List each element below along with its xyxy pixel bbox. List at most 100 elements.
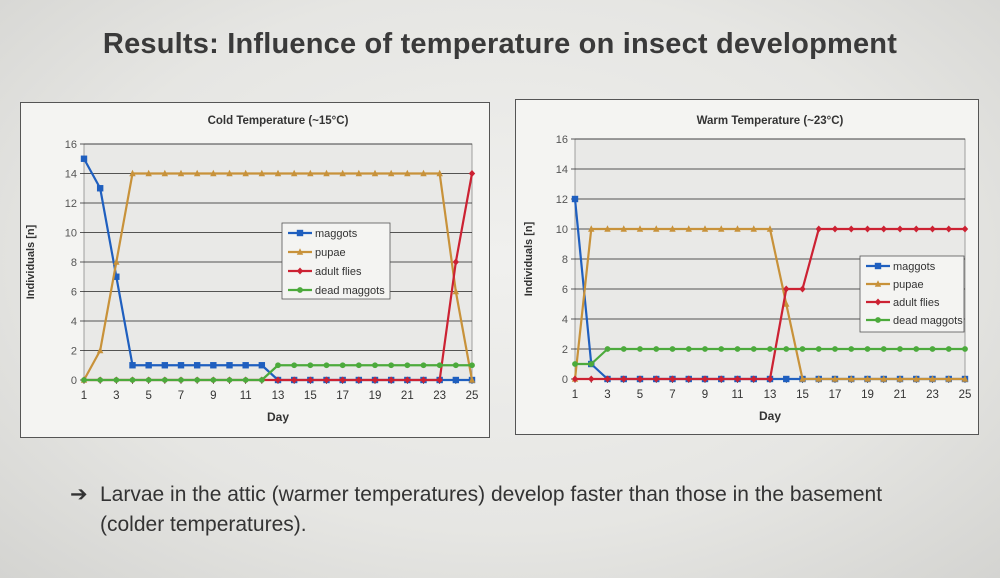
- data-point-maggots: [177, 362, 185, 369]
- data-point-dead-maggots: [420, 362, 427, 369]
- data-point-dead-maggots: [815, 346, 822, 352]
- data-point-maggots: [145, 362, 152, 369]
- legend: maggots pupae adult flies dead maggots: [281, 222, 391, 300]
- legend-label-pupae: pupae: [315, 247, 346, 259]
- data-point-dead-maggots: [653, 346, 660, 352]
- x-tick-label: 3: [604, 389, 610, 401]
- data-point-dead-maggots: [372, 362, 378, 369]
- data-point-dead-maggots: [307, 362, 314, 369]
- data-point-pupae: [766, 225, 774, 232]
- data-point-adult-flies: [404, 376, 411, 384]
- legend-label-pupae: pupae: [893, 279, 924, 291]
- y-axis-label: Individuals [n]: [523, 221, 535, 296]
- data-point-adult-flies: [588, 375, 595, 383]
- data-point-dead-maggots: [226, 377, 233, 383]
- data-point-adult-flies: [896, 225, 904, 233]
- legend-label-adult-flies: adult flies: [315, 266, 362, 278]
- chart-title: Cold Temperature (~15°C): [208, 115, 349, 127]
- x-tick-label: 25: [466, 390, 479, 402]
- data-point-maggots: [783, 375, 790, 383]
- x-axis-label: Day: [267, 410, 289, 424]
- data-point-dead-maggots: [767, 346, 773, 352]
- data-point-pupae: [226, 169, 233, 177]
- x-tick-label: 21: [401, 390, 414, 402]
- data-point-pupae: [145, 169, 152, 177]
- x-tick-label: 21: [894, 389, 907, 401]
- data-point-adult-flies: [685, 375, 692, 383]
- data-point-dead-maggots: [129, 377, 136, 383]
- data-point-maggots: [571, 195, 579, 203]
- data-point-adult-flies: [355, 376, 363, 384]
- legend-label-maggots: maggots: [893, 261, 936, 273]
- data-point-pupae: [339, 169, 346, 177]
- x-tick-label: 15: [796, 389, 809, 401]
- data-point-pupae: [913, 375, 920, 382]
- x-tick-label: 25: [959, 389, 972, 401]
- legend-label-maggots: maggots: [315, 228, 358, 240]
- data-point-pupae: [701, 225, 709, 232]
- data-point-dead-maggots: [848, 346, 855, 352]
- data-point-dead-maggots: [637, 346, 643, 352]
- data-point-adult-flies: [799, 285, 806, 293]
- data-point-pupae: [210, 169, 217, 177]
- data-point-dead-maggots: [404, 362, 411, 369]
- data-point-pupae: [945, 375, 952, 382]
- data-point-dead-maggots: [880, 346, 887, 352]
- series-dead-maggots: [81, 362, 475, 383]
- data-point-pupae: [307, 169, 314, 177]
- data-point-pupae: [420, 169, 427, 177]
- data-point-dead-maggots: [572, 361, 578, 367]
- data-point-adult-flies: [864, 225, 871, 233]
- data-point-pupae: [258, 169, 266, 177]
- data-point-maggots: [258, 362, 266, 369]
- data-point-pupae: [323, 169, 330, 177]
- y-tick-label: 4: [562, 314, 568, 326]
- data-point-pupae: [177, 169, 185, 177]
- y-tick-label: 2: [562, 344, 568, 356]
- data-point-pupae: [242, 169, 249, 177]
- x-tick-label: 17: [829, 389, 842, 401]
- data-point-adult-flies: [669, 375, 676, 383]
- data-point-dead-maggots: [242, 377, 249, 383]
- x-tick-label: 5: [637, 389, 643, 401]
- data-point-pupae: [436, 169, 443, 177]
- data-point-pupae: [604, 225, 611, 232]
- data-point-dead-maggots: [718, 346, 725, 352]
- data-point-dead-maggots: [685, 346, 692, 352]
- data-point-maggots: [452, 376, 460, 384]
- data-point-dead-maggots: [178, 377, 184, 383]
- conclusion-text: Larvae in the attic (warmer temperatures…: [100, 483, 883, 536]
- data-point-pupae: [783, 300, 790, 307]
- data-point-dead-maggots: [588, 361, 595, 367]
- data-point-pupae: [129, 169, 136, 177]
- data-point-pupae: [274, 169, 282, 177]
- data-point-pupae: [96, 346, 104, 354]
- data-point-pupae: [734, 225, 741, 232]
- chart-title: Warm Temperature (~23°C): [697, 115, 844, 127]
- y-tick-label: 6: [71, 287, 77, 299]
- x-tick-label: 23: [926, 389, 939, 401]
- data-point-adult-flies: [571, 375, 579, 383]
- y-tick-label: 16: [65, 139, 77, 151]
- series-adult-flies: [571, 225, 969, 383]
- data-point-pupae: [404, 169, 411, 177]
- data-point-pupae: [161, 169, 169, 177]
- data-point-adult-flies: [701, 375, 709, 383]
- data-point-adult-flies: [420, 376, 427, 384]
- data-point-dead-maggots: [469, 362, 475, 369]
- x-tick-label: 13: [764, 389, 777, 401]
- data-point-maggots: [96, 185, 104, 192]
- data-point-pupae: [193, 169, 201, 177]
- arrow-right-icon: ➔: [70, 483, 88, 506]
- data-point-maggots: [129, 362, 136, 369]
- data-point-dead-maggots: [452, 362, 459, 369]
- data-point-pupae: [636, 225, 644, 232]
- data-point-dead-maggots: [339, 362, 346, 369]
- data-point-dead-maggots: [962, 346, 968, 352]
- data-point-pupae: [468, 376, 476, 383]
- data-point-maggots: [242, 362, 249, 369]
- data-point-adult-flies: [323, 376, 330, 384]
- data-point-dead-maggots: [620, 346, 627, 352]
